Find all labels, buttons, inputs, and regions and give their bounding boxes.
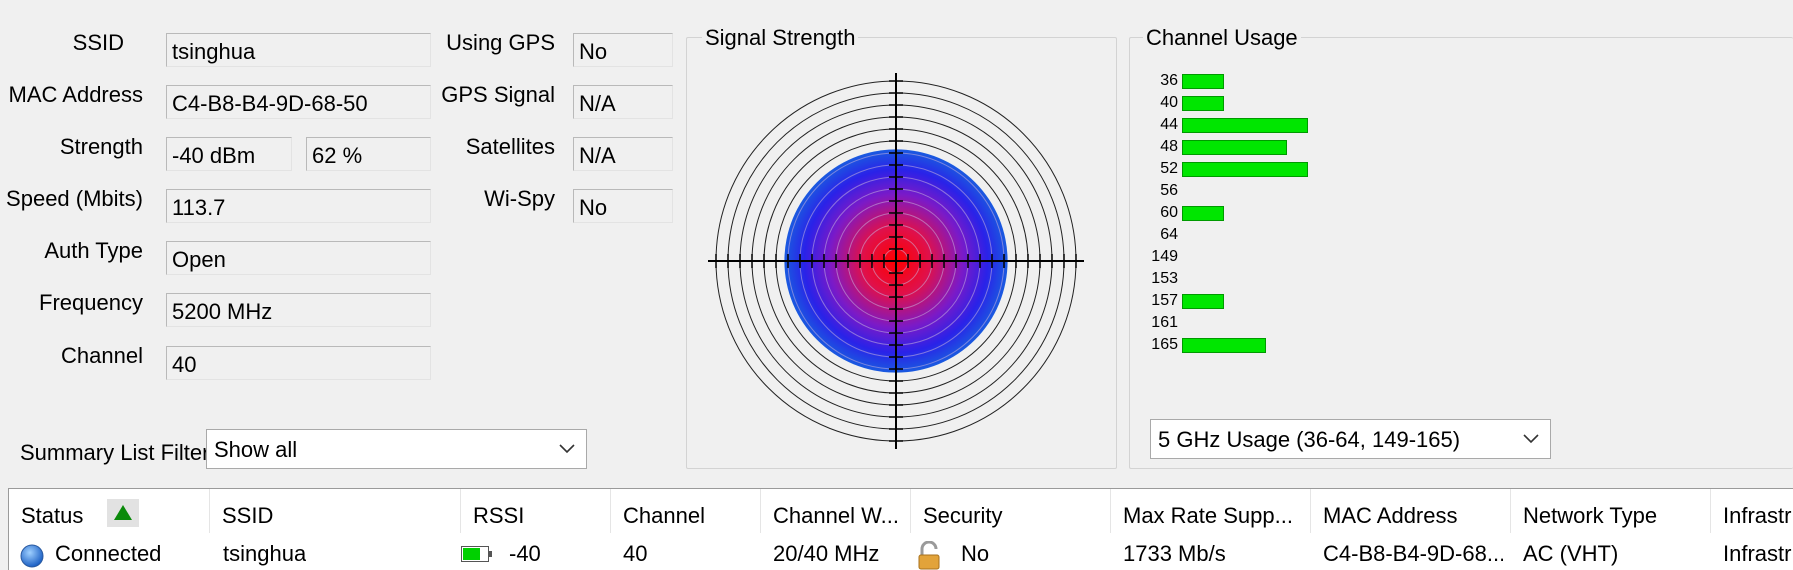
chevron-down-icon (559, 444, 575, 454)
summary-filter-label: Summary List Filter: (20, 440, 216, 465)
sort-ascending-icon (107, 499, 139, 527)
channel-usage-label: 157 (1151, 292, 1178, 309)
cell-mac-address: C4-B8-B4-9D-68... (1323, 541, 1503, 566)
signal-strength-radar (708, 73, 1084, 449)
cell-infrastructure: Infrastr (1723, 541, 1792, 566)
channel-usage-label: 149 (1151, 248, 1178, 265)
channel-usage-bar (1182, 74, 1224, 89)
usage-band-select[interactable]: 5 GHz Usage (36-64, 149-165) (1150, 419, 1551, 459)
usage-band-value: 5 GHz Usage (36-64, 149-165) (1158, 427, 1461, 452)
channel-usage-label: 36 (1160, 72, 1178, 89)
column-header-channel-width[interactable]: Channel W... (761, 489, 911, 533)
channel-usage-row: 52 (1140, 158, 1360, 178)
channel-usage-label: 161 (1151, 314, 1178, 331)
gps-signal-field: N/A (573, 85, 673, 119)
column-header-infrastructure[interactable]: Infrastr (1723, 503, 1792, 528)
cell-rssi: -40 (509, 541, 541, 566)
using-gps-field: No (573, 33, 673, 67)
cell-network-type: AC (VHT) (1523, 541, 1619, 566)
satellites-label: Satellites (465, 134, 555, 159)
cell-channel: 40 (623, 541, 648, 566)
channel-usage-label: 165 (1151, 336, 1178, 353)
strength-label: Strength (59, 134, 143, 159)
channel-usage-row: 157 (1140, 290, 1360, 310)
connected-status-icon (20, 544, 44, 568)
channel-usage-label: 64 (1160, 226, 1178, 243)
ssid-label: SSID (72, 30, 124, 55)
cell-max-rate: 1733 Mb/s (1123, 541, 1226, 566)
summary-filter-select[interactable]: Show all (206, 429, 587, 469)
column-header-mac-address[interactable]: MAC Address (1311, 489, 1511, 533)
strength-dbm-field: -40 dBm (166, 137, 292, 171)
channel-usage-row: 60 (1140, 202, 1360, 222)
channel-usage-bar (1182, 206, 1224, 221)
column-header-max-rate[interactable]: Max Rate Supp... (1111, 489, 1311, 533)
channel-usage-label: 153 (1151, 270, 1178, 287)
signal-strength-title: Signal Strength (702, 25, 859, 51)
column-header-channel[interactable]: Channel (611, 489, 761, 533)
channel-usage-label: 60 (1160, 204, 1178, 221)
unlocked-icon (918, 541, 940, 570)
satellites-field: N/A (573, 137, 673, 171)
column-header-network-type[interactable]: Network Type (1511, 489, 1711, 533)
mac-address-field: C4-B8-B4-9D-68-50 (166, 85, 431, 119)
channel-usage-row: 165 (1140, 334, 1360, 354)
cell-status: Connected (55, 541, 162, 566)
channel-usage-group (1129, 37, 1793, 469)
summary-filter-value: Show all (214, 437, 298, 462)
frequency-field: 5200 MHz (166, 293, 431, 327)
cell-ssid: tsinghua (223, 541, 307, 566)
auth-type-field: Open (166, 241, 431, 275)
speed-field: 113.7 (166, 189, 431, 223)
channel-usage-row: 153 (1140, 268, 1360, 288)
channel-usage-label: 56 (1160, 182, 1178, 199)
chevron-down-icon (1523, 434, 1539, 444)
gps-signal-label: GPS Signal (441, 82, 555, 107)
channel-usage-row: 161 (1140, 312, 1360, 332)
cell-security: No (961, 541, 990, 566)
channel-usage-bar (1182, 140, 1287, 155)
channel-usage-label: 52 (1160, 160, 1178, 177)
channel-usage-row: 56 (1140, 180, 1360, 200)
speed-label: Speed (Mbits) (6, 186, 143, 211)
channel-usage-label: 48 (1160, 138, 1178, 155)
frequency-label: Frequency (39, 290, 143, 315)
column-header-status[interactable]: Status (9, 489, 210, 533)
mac-address-label: MAC Address (8, 82, 144, 107)
channel-usage-row: 149 (1140, 246, 1360, 266)
channel-usage-title: Channel Usage (1143, 25, 1301, 51)
signal-bar-icon (461, 546, 492, 562)
channel-usage-bar (1182, 338, 1266, 353)
ssid-field: tsinghua (166, 33, 431, 67)
channel-usage-bar (1182, 162, 1308, 177)
wispy-field: No (573, 189, 673, 223)
channel-usage-row: 64 (1140, 224, 1360, 244)
column-header-rssi[interactable]: RSSI (461, 489, 611, 533)
using-gps-label: Using GPS (446, 30, 555, 55)
channel-usage-chart: 36 40 44 48 52 56 60 64 149 153 157 161 165 (1140, 70, 1360, 370)
channel-field: 40 (166, 346, 431, 380)
network-list-table[interactable]: Status SSID RSSI Channel Channel W... Se… (8, 488, 1793, 570)
auth-type-label: Auth Type (44, 238, 143, 263)
channel-usage-row: 44 (1140, 114, 1360, 134)
wispy-label: Wi-Spy (484, 186, 555, 211)
strength-percent-field: 62 % (306, 137, 431, 171)
column-header-ssid[interactable]: SSID (210, 489, 461, 533)
channel-usage-bar (1182, 96, 1224, 111)
channel-usage-bar (1182, 294, 1224, 309)
column-header-security[interactable]: Security (911, 489, 1111, 533)
channel-usage-label: 40 (1160, 94, 1178, 111)
channel-usage-row: 48 (1140, 136, 1360, 156)
channel-usage-bar (1182, 118, 1308, 133)
channel-usage-row: 36 (1140, 70, 1360, 90)
channel-usage-label: 44 (1160, 116, 1178, 133)
channel-label: Channel (61, 343, 143, 368)
signal-strength-group (686, 37, 1117, 469)
cell-channel-width: 20/40 MHz (773, 541, 880, 566)
channel-usage-row: 40 (1140, 92, 1360, 112)
